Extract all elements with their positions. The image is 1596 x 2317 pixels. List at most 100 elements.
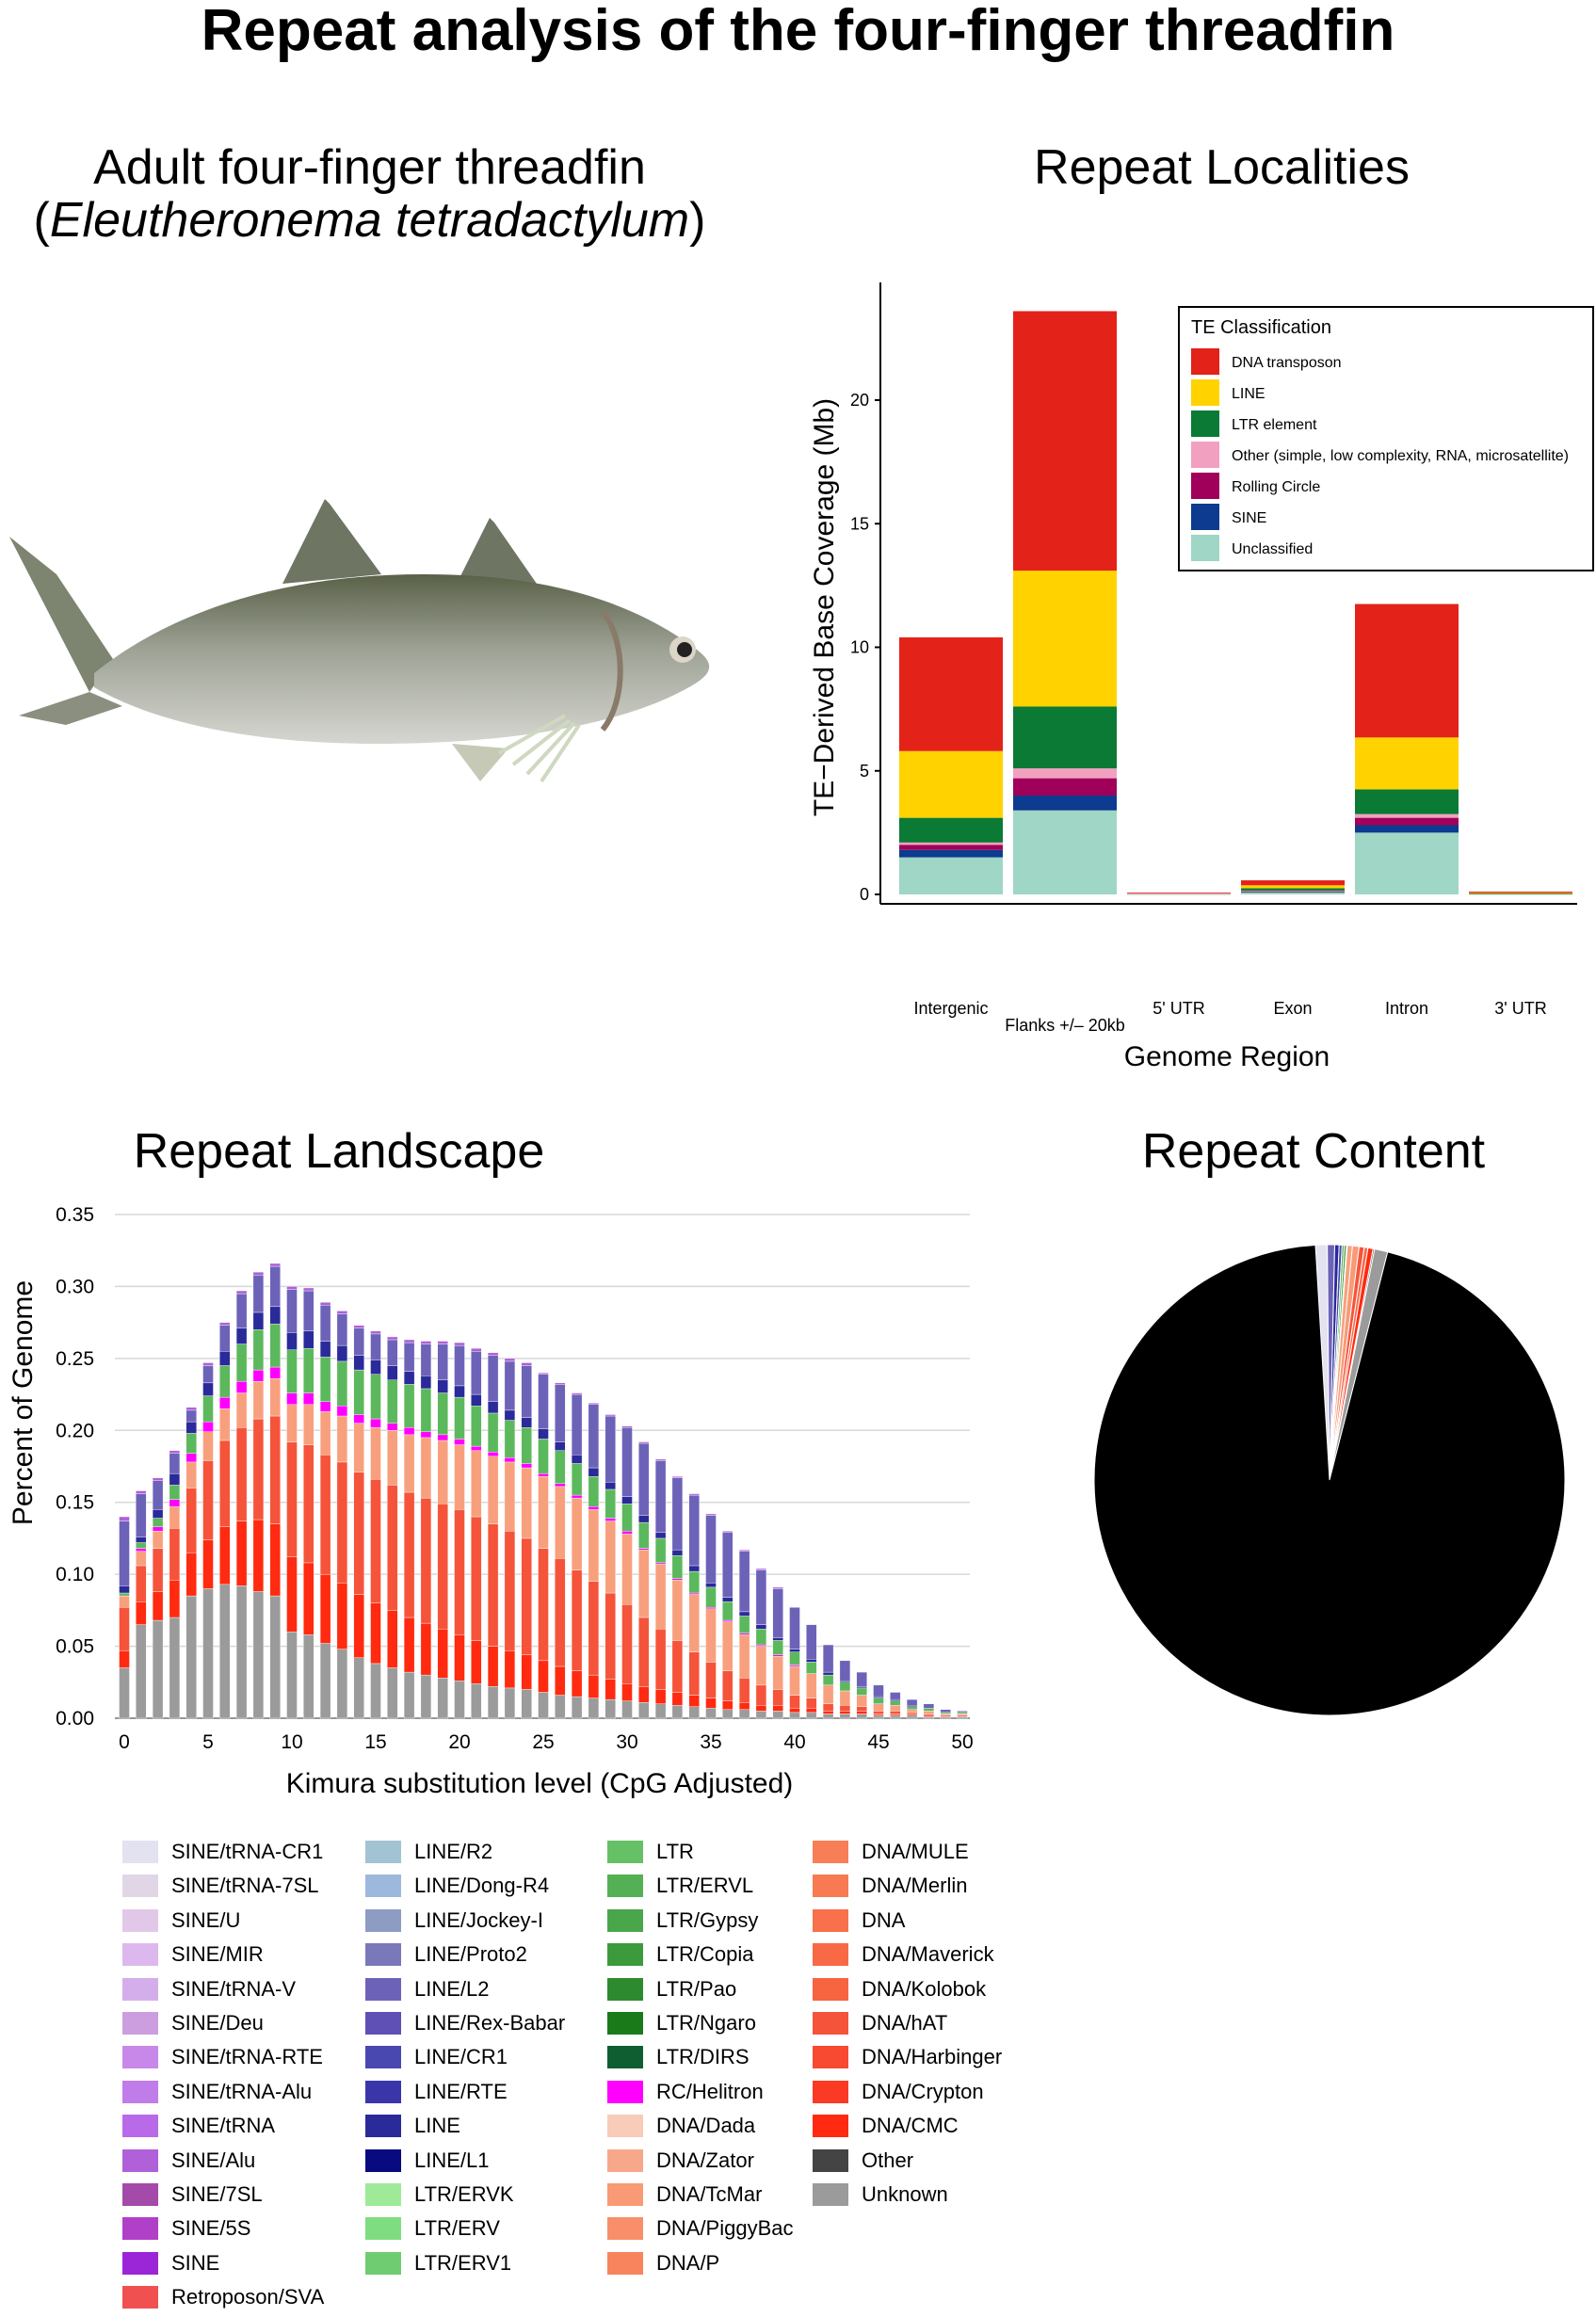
landscape-bar-segment <box>370 1479 381 1603</box>
landscape-bar-segment <box>336 1313 348 1346</box>
landscape-bar-segment <box>303 1444 314 1564</box>
landscape-bar-segment <box>538 1372 549 1375</box>
legend-swatch <box>813 1977 848 2001</box>
landscape-bar-segment <box>336 1649 348 1719</box>
landscape-bar-segment <box>202 1588 214 1719</box>
legend-item: DNA/CMC <box>813 2112 959 2140</box>
landscape-bar-segment <box>538 1428 549 1440</box>
landscape-bar-segment <box>235 1392 248 1428</box>
legend-item: LTR/ERVL <box>607 1872 753 1900</box>
legend-item: LTR/Ngaro <box>607 2009 756 2037</box>
landscape-bar-segment <box>638 1617 650 1687</box>
landscape-bar-segment <box>403 1342 415 1372</box>
legend-item: LINE <box>365 2112 460 2140</box>
landscape-bar-segment <box>152 1591 164 1621</box>
legend-swatch <box>607 1977 643 2001</box>
landscape-bar-segment <box>822 1714 834 1719</box>
landscape-bar-segment <box>403 1671 415 1719</box>
landscape-bar-segment <box>353 1657 364 1719</box>
legend-swatch <box>122 2148 158 2172</box>
legend-swatch <box>1191 473 1219 499</box>
landscape-bar-segment <box>437 1434 448 1441</box>
legend-label: LINE <box>414 2114 460 2138</box>
landscape-bar-segment <box>353 1472 364 1595</box>
landscape-bar-segment <box>671 1549 684 1556</box>
legend-label: Rolling Circle <box>1232 479 1320 495</box>
landscape-bar-segment <box>152 1477 164 1481</box>
legend-item: SINE/tRNA-Alu <box>122 2078 312 2106</box>
landscape-bar-segment <box>370 1427 381 1480</box>
legend-box <box>1178 306 1594 571</box>
landscape-bar-segment <box>269 1306 281 1325</box>
landscape-bar-segment <box>772 1656 783 1690</box>
landscape-bar-segment <box>235 1521 248 1586</box>
legend-swatch <box>607 2115 643 2138</box>
landscape-bar-segment <box>521 1362 532 1366</box>
landscape-bar-segment <box>671 1476 684 1478</box>
legend-swatch <box>365 2115 401 2138</box>
landscape-bar-segment <box>806 1673 817 1698</box>
landscape-bar-segment <box>136 1537 147 1543</box>
landscape-y-axis-label: Percent of Genome <box>8 1280 39 1525</box>
legend-item: DNA/Zator <box>607 2147 754 2175</box>
landscape-bar-segment <box>185 1595 197 1719</box>
landscape-bar-segment <box>353 1325 364 1328</box>
landscape-bar-segment <box>370 1330 381 1335</box>
landscape-bar-segment <box>420 1341 432 1344</box>
landscape-bar-segment <box>370 1602 381 1665</box>
landscape-bar-segment <box>806 1662 817 1674</box>
landscape-bar-segment <box>136 1548 147 1552</box>
landscape-bar-segment <box>957 1712 968 1714</box>
landscape-bar-segment <box>152 1548 164 1592</box>
landscape-bar-segment <box>286 1441 298 1557</box>
landscape-bar-segment <box>555 1384 566 1442</box>
landscape-bar-segment <box>856 1687 867 1696</box>
landscape-bar-segment <box>202 1382 214 1396</box>
landscape-y-tick-label: 0.10 <box>56 1564 94 1585</box>
landscape-x-tick-label: 40 <box>783 1731 805 1753</box>
legend-item: LINE/Jockey-I <box>365 1907 543 1935</box>
legend-label: LTR/Copia <box>656 1942 754 1967</box>
landscape-bar-segment <box>923 1708 935 1712</box>
legend-item: SINE/Deu <box>122 2009 264 2037</box>
landscape-bar-segment <box>571 1569 583 1671</box>
localities-title: Repeat Localities <box>1034 140 1410 195</box>
landscape-bar-segment <box>738 1616 750 1634</box>
legend-swatch <box>122 2115 158 2138</box>
landscape-bar-segment <box>119 1607 130 1651</box>
landscape-bar-segment <box>923 1703 935 1709</box>
landscape-bar-segment <box>370 1374 381 1420</box>
landscape-bar-segment <box>252 1271 265 1276</box>
landscape-x-tick-label: 50 <box>951 1731 973 1753</box>
localities-bar-segment <box>1013 706 1117 769</box>
legend-label: DNA <box>862 1907 906 1932</box>
landscape-bar-segment <box>286 1404 298 1442</box>
landscape-bar-segment <box>890 1711 901 1714</box>
landscape-bar-segment <box>688 1494 700 1567</box>
legend-item: LTR/Pao <box>607 1975 736 2003</box>
legend-label: LINE/Proto2 <box>414 1942 527 1967</box>
landscape-bar-segment <box>906 1706 918 1711</box>
landscape-bar-segment <box>487 1412 499 1453</box>
landscape-bar-segment <box>654 1564 667 1630</box>
landscape-bar-segment <box>873 1684 884 1698</box>
localities-bar-segment <box>1241 880 1345 886</box>
legend-item: Unknown <box>813 2180 948 2209</box>
pie-slices <box>1093 1244 1566 1716</box>
legend-item: SINE/tRNA <box>122 2112 275 2140</box>
localities-x-tick-label: 5' UTR <box>1153 999 1204 1018</box>
landscape-bar-segment <box>738 1701 750 1711</box>
landscape-bar-segment <box>822 1671 834 1676</box>
legend-swatch <box>1191 348 1219 375</box>
legend-swatch <box>1191 535 1219 561</box>
landscape-bar-segment <box>336 1583 348 1649</box>
landscape-bar-segment <box>555 1382 566 1385</box>
landscape-bar-segment <box>487 1401 499 1414</box>
landscape-bar-segment <box>235 1381 248 1393</box>
landscape-bar-segment <box>839 1711 851 1714</box>
legend-item: LTR/ERVK <box>365 2180 514 2209</box>
landscape-x-tick-label: 5 <box>202 1731 214 1753</box>
localities-bar-segment <box>1241 885 1345 889</box>
legend-swatch <box>607 1841 643 1863</box>
localities-bar-segment <box>1355 789 1459 814</box>
